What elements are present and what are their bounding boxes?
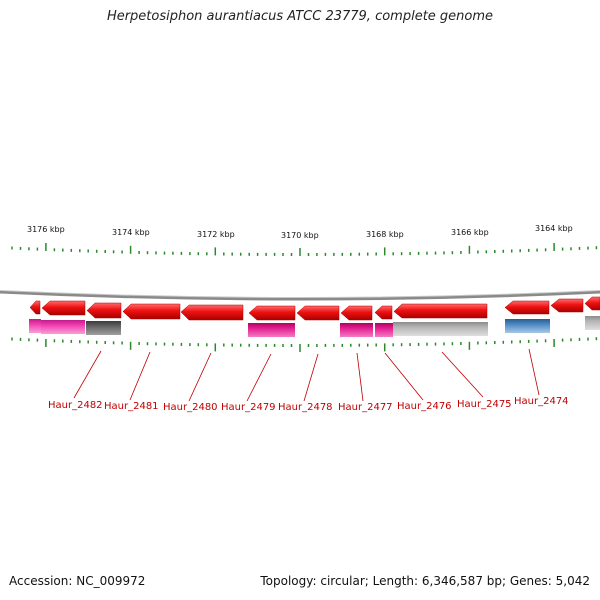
- gene-arrow[interactable]: [550, 298, 584, 313]
- gene-label[interactable]: Haur_2477: [338, 402, 393, 413]
- gene-label[interactable]: Haur_2480: [163, 402, 218, 413]
- gene-arrow[interactable]: [86, 302, 122, 319]
- leader-line: [73, 350, 102, 399]
- label-leader-lines: [73, 348, 540, 402]
- gene-label[interactable]: Haur_2475: [457, 399, 512, 410]
- leader-line: [246, 353, 272, 402]
- leader-line: [303, 353, 319, 402]
- cog-block: [340, 323, 373, 337]
- cog-block: [29, 319, 41, 333]
- cog-block: [505, 319, 550, 333]
- genome-backbone: [0, 290, 600, 301]
- gene-label[interactable]: Haur_2476: [397, 401, 452, 412]
- gene-arrow[interactable]: [584, 296, 600, 311]
- leader-line: [188, 352, 212, 402]
- gene-arrow[interactable]: [393, 303, 488, 319]
- scale-label: 3176 kbp: [27, 225, 65, 234]
- gene-arrow[interactable]: [29, 300, 41, 315]
- scale-ticks-outer: [11, 243, 598, 256]
- cog-block: [585, 316, 600, 330]
- gene-arrow[interactable]: [41, 300, 86, 316]
- cog-blocks: [29, 316, 600, 337]
- scale-label: 3174 kbp: [112, 228, 150, 237]
- cog-block: [375, 323, 393, 337]
- gene-arrow[interactable]: [296, 305, 340, 321]
- gene-labels: Haur_2482 Haur_2481 Haur_2480 Haur_2479 …: [48, 396, 569, 413]
- genome-backbone-highlight: [0, 290, 600, 298]
- cog-block: [86, 321, 121, 335]
- gene-arrow[interactable]: [504, 300, 550, 315]
- gene-arrow[interactable]: [248, 305, 296, 321]
- scale-label: 3166 kbp: [451, 228, 489, 237]
- map-title: Herpetosiphon aurantiacus ATCC 23779, co…: [106, 9, 494, 24]
- topology-text: Topology: circular; Length: 6,346,587 bp…: [260, 574, 590, 588]
- scale-ticks-inner: [11, 337, 598, 352]
- leader-line: [441, 351, 484, 398]
- leader-line: [528, 348, 540, 396]
- gene-label[interactable]: Haur_2478: [278, 402, 333, 413]
- gene-arrow[interactable]: [180, 304, 244, 321]
- leader-line: [129, 351, 151, 401]
- gene-arrow[interactable]: [374, 305, 393, 320]
- scale-labels: 3176 kbp 3174 kbp 3172 kbp 3170 kbp 3168…: [27, 224, 573, 240]
- cog-block: [41, 320, 85, 334]
- cog-block: [393, 322, 488, 336]
- scale-label: 3164 kbp: [535, 224, 573, 233]
- scale-label: 3168 kbp: [366, 230, 404, 239]
- scale-label: 3170 kbp: [281, 231, 319, 240]
- leader-line: [356, 352, 364, 402]
- gene-label[interactable]: Haur_2481: [104, 401, 159, 412]
- gene-arrow[interactable]: [340, 305, 373, 321]
- gene-label[interactable]: Haur_2474: [514, 396, 569, 407]
- scale-label: 3172 kbp: [197, 230, 235, 239]
- gene-arrows: [29, 296, 600, 321]
- gene-label[interactable]: Haur_2482: [48, 400, 103, 411]
- gene-arrow[interactable]: [122, 303, 181, 320]
- accession-text: Accession: NC_009972: [9, 574, 146, 588]
- gene-label[interactable]: Haur_2479: [221, 402, 276, 413]
- leader-line: [384, 352, 424, 401]
- cog-block: [248, 323, 295, 337]
